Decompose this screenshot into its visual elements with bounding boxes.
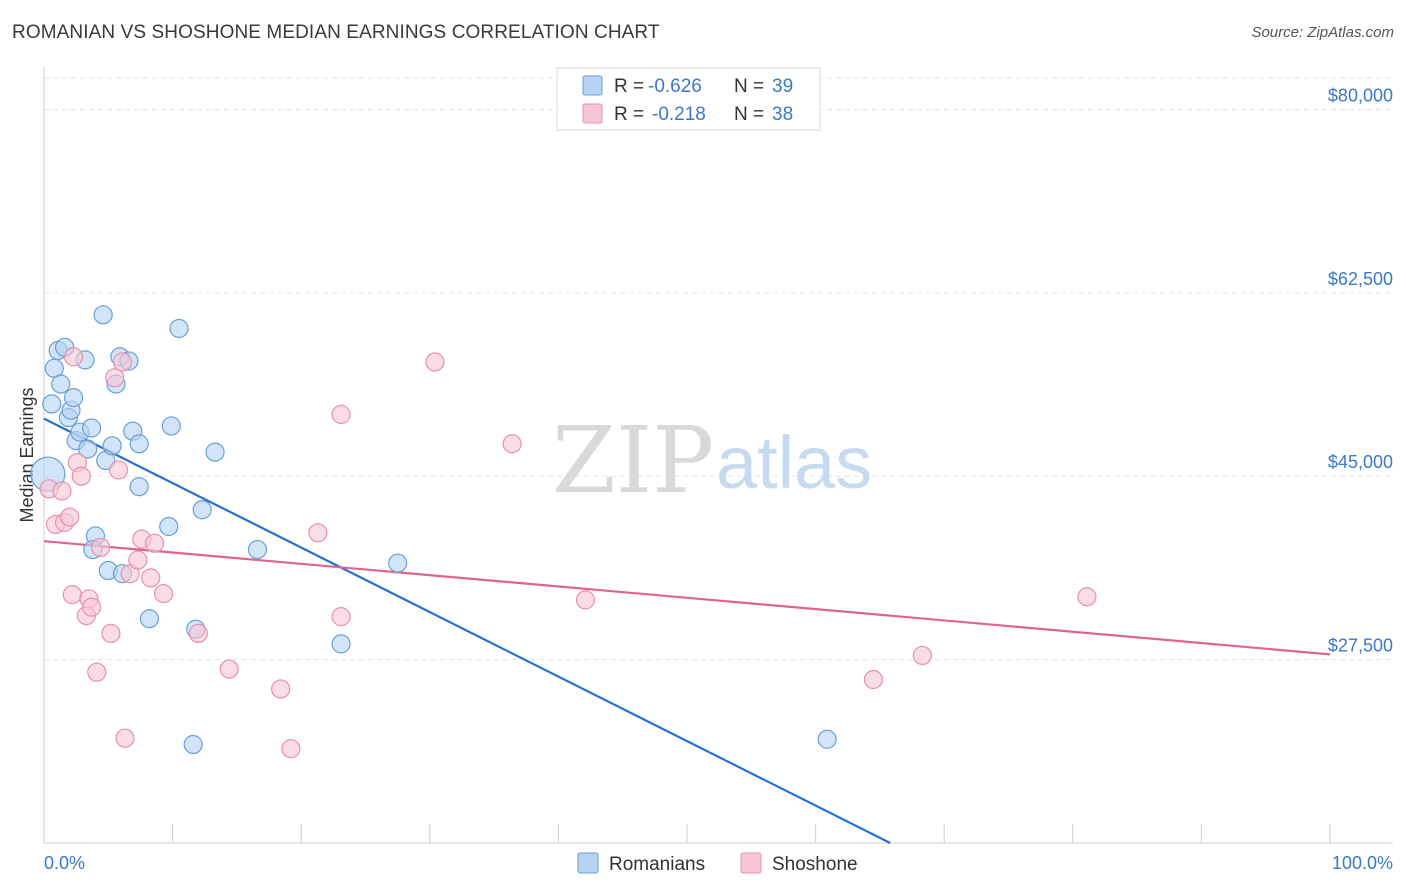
point-shoshone (63, 347, 84, 367)
watermark-atlas: atlas (716, 421, 872, 504)
legend-r-value-shoshone: -0.218 (652, 104, 706, 125)
y-tick-label: $45,000 (1328, 452, 1393, 472)
point-romanians (93, 305, 113, 325)
point-shoshone (81, 597, 102, 617)
trend-line-shoshone (43, 540, 1331, 656)
bottom-legend-label-romanians: Romanians (609, 854, 705, 875)
y-tick-label: $27,500 (1328, 636, 1393, 656)
chart-source: Source: ZipAtlas.com (1251, 24, 1394, 41)
point-shoshone (153, 583, 174, 604)
point-shoshone (87, 662, 107, 682)
point-romanians (817, 729, 837, 749)
point-romanians (42, 394, 62, 414)
point-shoshone (115, 728, 135, 748)
point-romanians (159, 516, 179, 537)
bottom-legend-swatch-romanians (577, 852, 599, 874)
point-shoshone (128, 550, 148, 570)
point-shoshone (425, 352, 445, 372)
x-tick-label-max: 100.0% (1332, 853, 1393, 873)
point-shoshone (575, 590, 596, 610)
series-shoshone-points (39, 347, 1097, 759)
point-shoshone (112, 352, 133, 372)
series-legend: Romanians Shoshone (577, 852, 858, 875)
point-romanians (81, 418, 102, 438)
chart-title: ROMANIAN VS SHOSHONE MEDIAN EARNINGS COR… (12, 22, 660, 43)
point-shoshone (60, 507, 80, 527)
x-axis-ticks (43, 824, 1331, 843)
point-shoshone (1077, 587, 1097, 607)
point-shoshone (101, 623, 121, 644)
point-shoshone (331, 607, 351, 627)
point-shoshone (62, 585, 82, 605)
point-romanians (63, 388, 84, 408)
point-romanians (139, 609, 160, 629)
legend-r-label: R = (614, 104, 644, 125)
grid-lines (44, 77, 1393, 661)
axes (43, 67, 1393, 844)
point-romanians (247, 539, 268, 560)
point-romanians (161, 416, 181, 436)
trend-line-romanians (43, 417, 891, 844)
legend-n-value-romanians: 39 (772, 76, 793, 97)
point-romanians (192, 500, 212, 520)
point-shoshone (271, 679, 291, 699)
watermark-zip: ZIP (552, 407, 714, 514)
y-tick-label: $62,500 (1328, 269, 1393, 289)
point-shoshone (71, 466, 91, 486)
point-romanians (331, 634, 351, 654)
point-romanians (205, 442, 225, 462)
legend-n-label: N = (734, 104, 764, 125)
legend-swatch-shoshone (582, 103, 603, 124)
point-romanians (129, 434, 149, 454)
point-shoshone (281, 739, 301, 759)
bottom-legend-swatch-shoshone (740, 852, 762, 874)
point-romanians (183, 734, 203, 755)
series-romanians-points (30, 305, 837, 755)
point-shoshone (331, 404, 351, 424)
legend-swatch-romanians (582, 75, 603, 96)
point-shoshone (141, 568, 161, 588)
point-romanians (78, 439, 98, 459)
y-axis-tick-labels: $27,500 $45,000 $62,500 $80,000 (1328, 85, 1393, 655)
point-romanians (388, 553, 408, 573)
point-romanians (169, 318, 189, 339)
point-shoshone (912, 645, 932, 666)
point-shoshone (502, 434, 522, 454)
point-shoshone (52, 481, 72, 501)
point-shoshone (90, 537, 111, 558)
y-axis-title: Median Earnings (17, 387, 37, 522)
legend-n-value-shoshone: 38 (772, 104, 793, 125)
point-romanians (129, 477, 149, 497)
legend-n-label: N = (734, 76, 764, 97)
trend-lines (43, 417, 1331, 844)
point-romanians (51, 374, 71, 394)
legend-r-label: R = (614, 76, 644, 97)
point-shoshone (863, 669, 884, 690)
point-shoshone (188, 623, 208, 644)
point-shoshone (144, 533, 165, 553)
point-romanians (102, 436, 122, 456)
x-tick-label-min: 0.0% (44, 853, 85, 873)
point-shoshone (105, 368, 125, 388)
point-shoshone (308, 523, 328, 543)
legend-r-value-romanians: -0.626 (648, 76, 702, 97)
stats-legend: R = -0.626 N = 39 R = -0.218 N = 38 (556, 67, 821, 131)
y-tick-label: $80,000 (1328, 85, 1393, 105)
point-shoshone (219, 659, 239, 679)
point-shoshone (108, 460, 129, 480)
bottom-legend-label-shoshone: Shoshone (772, 854, 858, 875)
